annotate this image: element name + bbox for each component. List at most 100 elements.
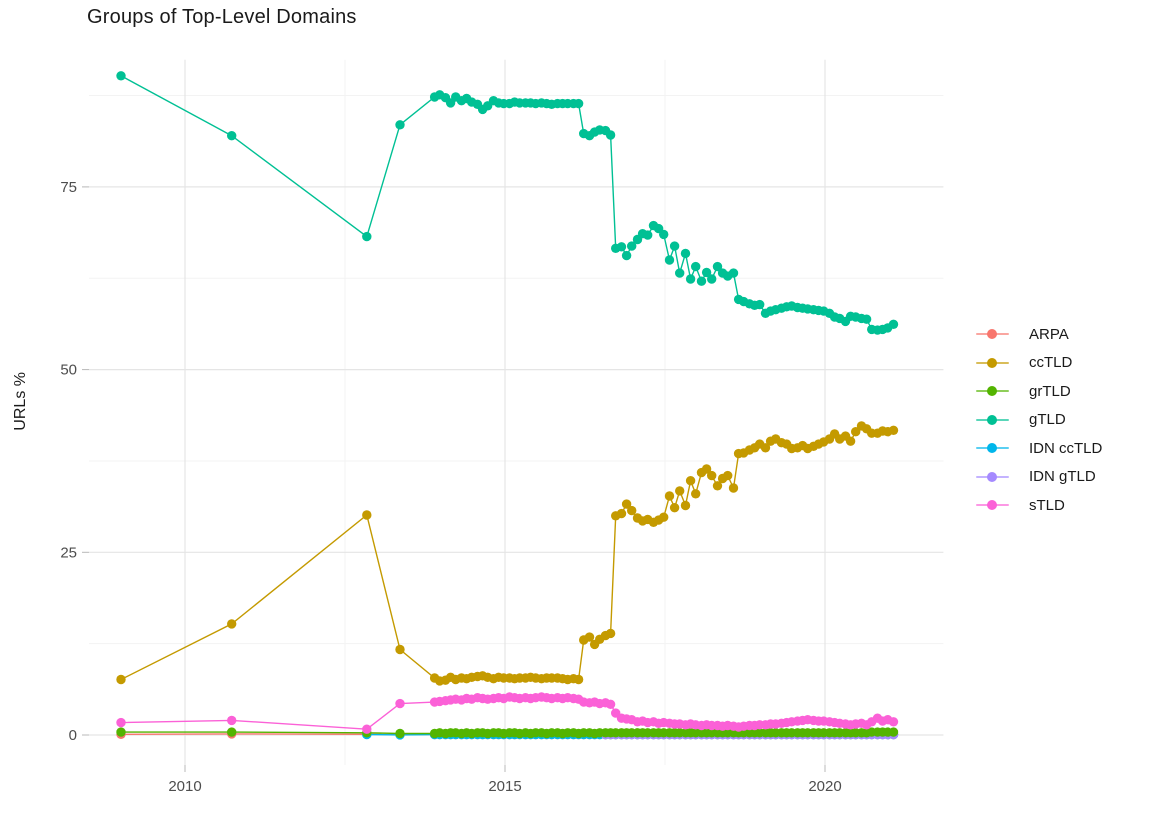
- axis-ticks: [82, 186, 826, 772]
- legend-dot-swatch: [987, 357, 997, 368]
- legend-item-stld: sTLD: [976, 491, 1102, 520]
- data-point: [691, 489, 701, 499]
- data-point: [888, 319, 899, 329]
- data-point: [227, 727, 237, 737]
- data-point: [621, 250, 632, 261]
- legend-item-grtld: grTLD: [976, 377, 1102, 406]
- y-tick-label: 25: [60, 544, 77, 561]
- series-cctld: [116, 421, 899, 686]
- data-point: [664, 255, 675, 265]
- legend-key: [976, 357, 1009, 368]
- data-point: [627, 505, 637, 516]
- data-point: [573, 674, 584, 685]
- legend-item-cctld: ccTLD: [976, 349, 1102, 378]
- data-point: [669, 241, 680, 251]
- gridlines-major: [89, 59, 944, 765]
- data-point: [227, 715, 237, 726]
- data-point: [116, 674, 126, 685]
- data-point: [362, 510, 372, 520]
- data-point: [616, 242, 627, 252]
- data-point: [696, 276, 707, 286]
- data-point: [707, 470, 717, 481]
- data-point: [616, 508, 627, 519]
- chart-title: Groups of Top-Level Domains: [87, 6, 357, 28]
- data-point: [712, 261, 723, 272]
- legend-key: [976, 329, 1009, 340]
- data-point: [888, 727, 899, 737]
- data-point: [888, 717, 899, 727]
- data-point: [227, 619, 237, 629]
- y-axis-title: URLs %: [12, 372, 29, 431]
- data-point: [621, 499, 632, 509]
- x-tick-label: 2010: [168, 778, 201, 795]
- data-point: [685, 274, 696, 284]
- legend-item-idn-gtld: IDN gTLD: [976, 463, 1102, 492]
- data-point: [584, 632, 595, 642]
- data-point: [707, 274, 717, 284]
- legend-label: gTLD: [1029, 411, 1066, 429]
- series-grtld: [116, 727, 899, 739]
- series-gtld: [116, 71, 899, 335]
- data-point: [395, 728, 405, 739]
- y-tick-label: 50: [60, 362, 77, 379]
- legend-label: ARPA: [1029, 325, 1069, 343]
- data-point: [659, 512, 669, 522]
- legend-key: [976, 386, 1009, 397]
- legend-key: [976, 500, 1009, 511]
- legend-dot-swatch: [987, 329, 997, 340]
- data-point: [701, 464, 712, 474]
- data-point: [395, 698, 405, 709]
- data-point: [680, 248, 691, 259]
- legend-key: [976, 414, 1009, 425]
- data-point: [680, 500, 691, 511]
- data-point: [712, 481, 723, 491]
- data-point: [851, 427, 861, 437]
- data-point: [395, 644, 405, 655]
- legend-label: IDN gTLD: [1029, 468, 1096, 486]
- legend-label: IDN ccTLD: [1029, 439, 1103, 457]
- legend-label: grTLD: [1029, 382, 1071, 400]
- data-point: [728, 483, 739, 493]
- data-point: [605, 699, 616, 709]
- legend-key: [976, 471, 1009, 482]
- data-point: [362, 724, 372, 734]
- legend-dot-swatch: [987, 471, 997, 482]
- legend-item-gtld: gTLD: [976, 406, 1102, 435]
- series-stld: [116, 692, 899, 734]
- data-point: [643, 230, 653, 240]
- data-point: [755, 299, 765, 310]
- data-point: [675, 486, 685, 496]
- legend-dot-swatch: [987, 386, 997, 397]
- data-point: [845, 436, 856, 446]
- data-point: [701, 267, 712, 278]
- data-point: [659, 229, 669, 240]
- x-tick-label: 2020: [808, 778, 841, 795]
- y-tick-label: 75: [60, 179, 77, 196]
- data-point: [760, 443, 771, 453]
- legend-dot-swatch: [987, 414, 997, 425]
- legend-key: [976, 443, 1009, 454]
- legend-item-arpa: ARPA: [976, 320, 1102, 349]
- data-point: [861, 314, 872, 324]
- legend-label: ccTLD: [1029, 354, 1073, 372]
- data-point: [116, 727, 126, 737]
- data-point: [664, 491, 675, 501]
- data-point: [395, 120, 405, 130]
- data-point: [685, 476, 696, 486]
- legend-dot-swatch: [987, 443, 997, 454]
- data-point: [723, 470, 733, 481]
- legend: ARPA ccTLD grTLD gTLD IDN ccTLD IDN gTLD…: [976, 320, 1102, 520]
- data-point: [573, 98, 584, 109]
- data-point: [605, 628, 616, 639]
- data-point: [728, 268, 739, 278]
- data-point: [675, 268, 685, 278]
- data-point: [227, 131, 237, 141]
- data-point: [362, 231, 372, 242]
- y-axis-tick-labels: 0 25 50 75: [60, 179, 77, 744]
- y-tick-label: 0: [69, 727, 77, 744]
- x-tick-label: 2015: [488, 778, 521, 795]
- gridlines-minor: [89, 59, 944, 765]
- legend-dot-swatch: [987, 500, 997, 511]
